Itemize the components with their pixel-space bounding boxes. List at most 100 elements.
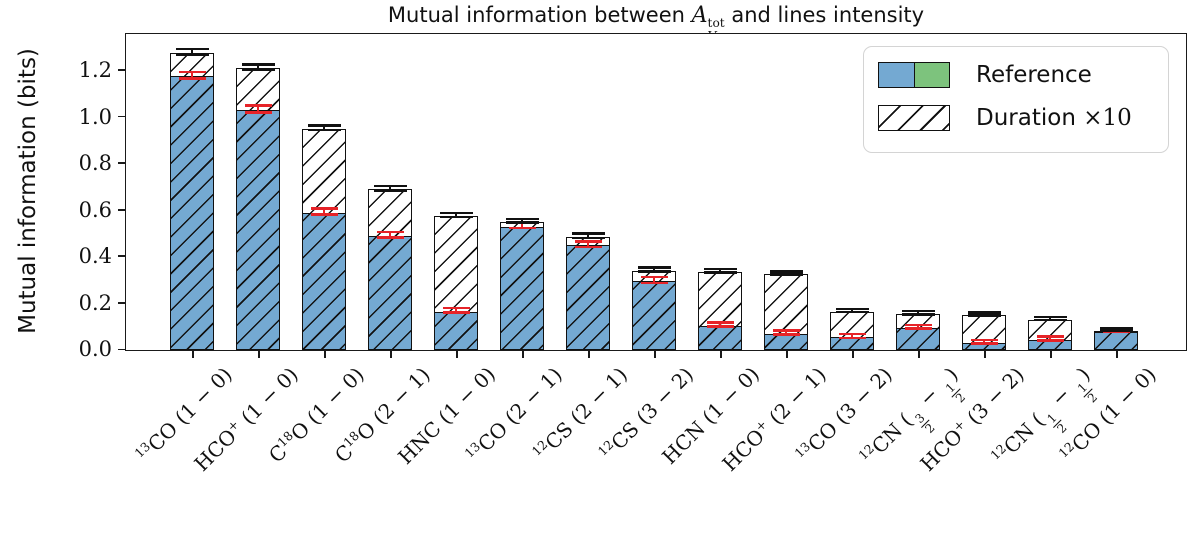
x-tick [1050,351,1052,358]
errorbar-stem [455,308,458,313]
errorbar-stem [587,233,590,239]
legend-swatch-reference [878,62,950,88]
y-tick-label: 0.0 [78,337,112,362]
errorbar-stem [191,71,194,79]
bar-duration [500,221,545,350]
errorbar-stem [191,49,194,55]
errorbar-cap [838,332,866,336]
errorbar-cap [241,68,275,72]
errorbar-cap [1033,315,1067,319]
errorbar-stem [719,322,722,327]
errorbar-cap [967,314,1001,317]
y-tick [117,255,125,258]
errorbar-stem [1049,316,1052,321]
bar-duration [236,68,281,350]
x-tick [324,351,326,358]
y-tick-label: 0.2 [78,290,112,315]
x-tick [588,351,590,358]
errorbar-cap [640,281,668,285]
x-tick [456,351,458,358]
errorbar-cap [706,321,734,324]
errorbar-cap [376,230,404,233]
errorbar-cap [307,128,341,132]
y-tick-label: 0.8 [78,151,112,176]
errorbar-cap [439,211,473,215]
errorbar-cap [1099,327,1133,330]
errorbar-cap [307,124,341,127]
errorbar-cap [1033,318,1067,322]
bar-duration [170,53,215,350]
errorbar-cap [508,226,536,230]
reference-green-half [913,63,949,87]
errorbar-cap [310,207,338,210]
errorbar-cap [901,313,935,316]
legend-label-duration-multiplier: ×10 [1083,105,1132,131]
legend-swatch-duration [878,105,950,131]
errorbar-stem [1049,336,1052,341]
bar-duration [896,313,941,350]
errorbar-stem [389,185,392,191]
errorbar-cap [574,240,602,243]
x-tick [918,351,920,358]
errorbar-stem [785,271,788,275]
legend-label-duration-text: Duration [976,105,1084,131]
errorbar-cap [574,245,602,249]
x-tick [720,351,722,358]
errorbar-cap [637,270,671,273]
legend-label-reference: Reference [976,62,1092,88]
bar-duration [830,311,875,350]
x-tick [258,351,260,358]
errorbar-stem [917,324,920,329]
legend-entry-reference: Reference [878,62,1092,88]
errorbar-cap [175,47,209,51]
errorbar-cap [244,111,272,114]
errorbar-cap [970,342,998,345]
errorbar-cap [1099,329,1133,332]
x-tick [852,351,854,358]
y-tick-label: 0.4 [78,244,112,269]
errorbar-cap [442,306,470,310]
errorbar-cap [442,311,470,314]
errorbar-cap [373,184,407,188]
x-tick [390,351,392,358]
title-text-after: and lines intensity [724,3,925,27]
errorbar-stem [983,312,986,316]
errorbar-stem [455,213,458,217]
errorbar-cap [703,271,737,274]
errorbar-cap [637,266,671,269]
errorbar-stem [323,125,326,130]
errorbar-stem [521,218,524,223]
reference-blue-half [879,63,914,87]
bar-duration [368,189,413,350]
chart-title: Mutual information between AtotV and lin… [125,3,1187,42]
errorbar-cap [505,217,539,221]
bar-duration [1094,330,1139,350]
errorbar-cap [178,77,206,80]
errorbar-cap [970,338,998,342]
title-math-sup: tot [707,15,725,30]
errorbar-cap [571,232,605,235]
x-tick [654,351,656,358]
legend-entry-duration: Duration ×10 [878,105,1132,131]
x-tick [192,351,194,358]
errorbar-cap [178,70,206,74]
errorbar-cap [175,53,209,56]
errorbar-stem [257,64,260,70]
errorbar-stem [257,105,260,113]
bar-duration [434,216,479,350]
y-tick [117,208,125,211]
errorbar-cap [505,221,539,224]
y-tick [117,348,125,351]
bar-duration [302,128,347,350]
errorbar-stem [323,208,326,215]
errorbar-stem [719,268,722,273]
errorbar-cap [967,311,1001,314]
errorbar-cap [835,310,869,314]
errorbar-stem [851,333,854,339]
bar-duration [1028,319,1073,350]
errorbar-cap [1036,335,1064,338]
errorbar-cap [571,236,605,240]
x-tick [522,351,524,358]
bar-duration [962,315,1007,350]
